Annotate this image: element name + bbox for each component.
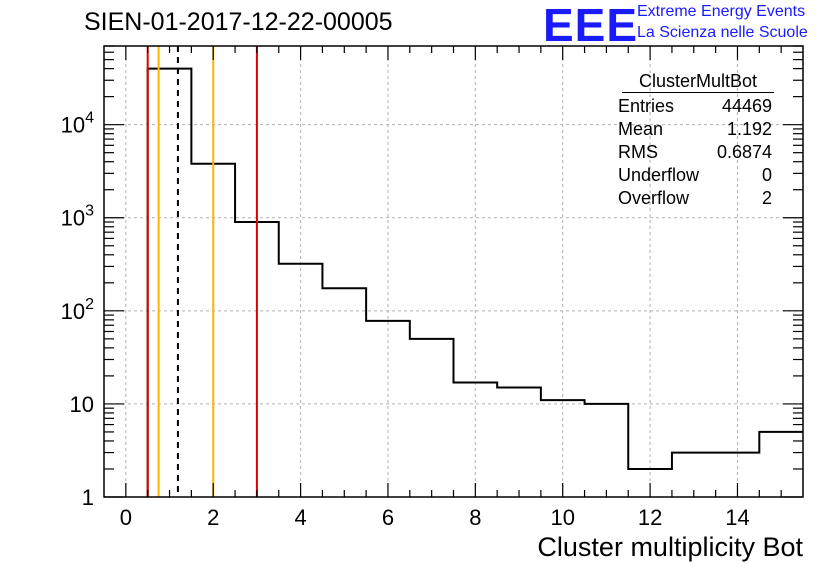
stats-value: 1.192	[726, 119, 772, 139]
x-tick-label: 10	[550, 505, 574, 530]
stats-value: 0	[761, 165, 772, 185]
histogram-bin	[148, 69, 192, 497]
histogram-bin	[541, 400, 585, 497]
x-tick-label: 8	[469, 505, 481, 530]
stats-box: ClusterMultBot Entries 44469 Mean 1.192 …	[614, 70, 778, 210]
stats-value: 44469	[721, 96, 772, 116]
y-tick-label: 103	[61, 203, 94, 231]
stats-title: ClusterMultBot	[622, 70, 774, 93]
stats-label: Overflow	[618, 188, 690, 208]
histogram-bin	[759, 432, 803, 497]
histogram-bin	[322, 288, 366, 497]
stats-row-rms: RMS 0.6874	[614, 141, 778, 164]
histogram-bin	[585, 404, 629, 497]
stats-label: RMS	[618, 142, 658, 162]
stats-value: 0.6874	[716, 142, 772, 162]
y-tick-label: 104	[61, 110, 94, 138]
y-tick-label: 102	[61, 296, 94, 324]
stats-row-mean: Mean 1.192	[614, 118, 778, 141]
x-tick-label: 12	[638, 505, 662, 530]
y-tick-label: 1	[82, 485, 94, 510]
stats-label: Mean	[618, 119, 664, 139]
histogram-bin	[279, 264, 323, 497]
x-tick-label: 14	[725, 505, 749, 530]
x-tick-label: 0	[120, 505, 132, 530]
y-tick-label: 10	[70, 392, 94, 417]
x-tick-label: 4	[294, 505, 306, 530]
histogram-line	[146, 67, 803, 497]
stats-label: Underflow	[618, 165, 700, 185]
logo-line-2: La Scienza nelle Scuole	[637, 24, 808, 41]
logo-line-1: Extreme Energy Events	[637, 3, 806, 20]
stats-value: 2	[761, 188, 772, 208]
histogram-bin	[410, 339, 454, 497]
x-tick-label: 6	[382, 505, 394, 530]
histogram-bin	[454, 382, 498, 497]
stats-row-entries: Entries 44469	[614, 95, 778, 118]
chart-title: SIEN-01-2017-12-22-00005	[84, 8, 393, 36]
stats-row-overflow: Overflow 2	[614, 187, 778, 210]
eee-logo: EEE	[543, 0, 639, 51]
stats-row-underflow: Underflow 0	[614, 164, 778, 187]
histogram-bin	[497, 388, 541, 497]
x-axis-label: Cluster multiplicity Bot	[537, 532, 803, 562]
stats-label: Entries	[618, 96, 675, 116]
x-tick-label: 2	[207, 505, 219, 530]
histogram-bin	[366, 321, 410, 497]
